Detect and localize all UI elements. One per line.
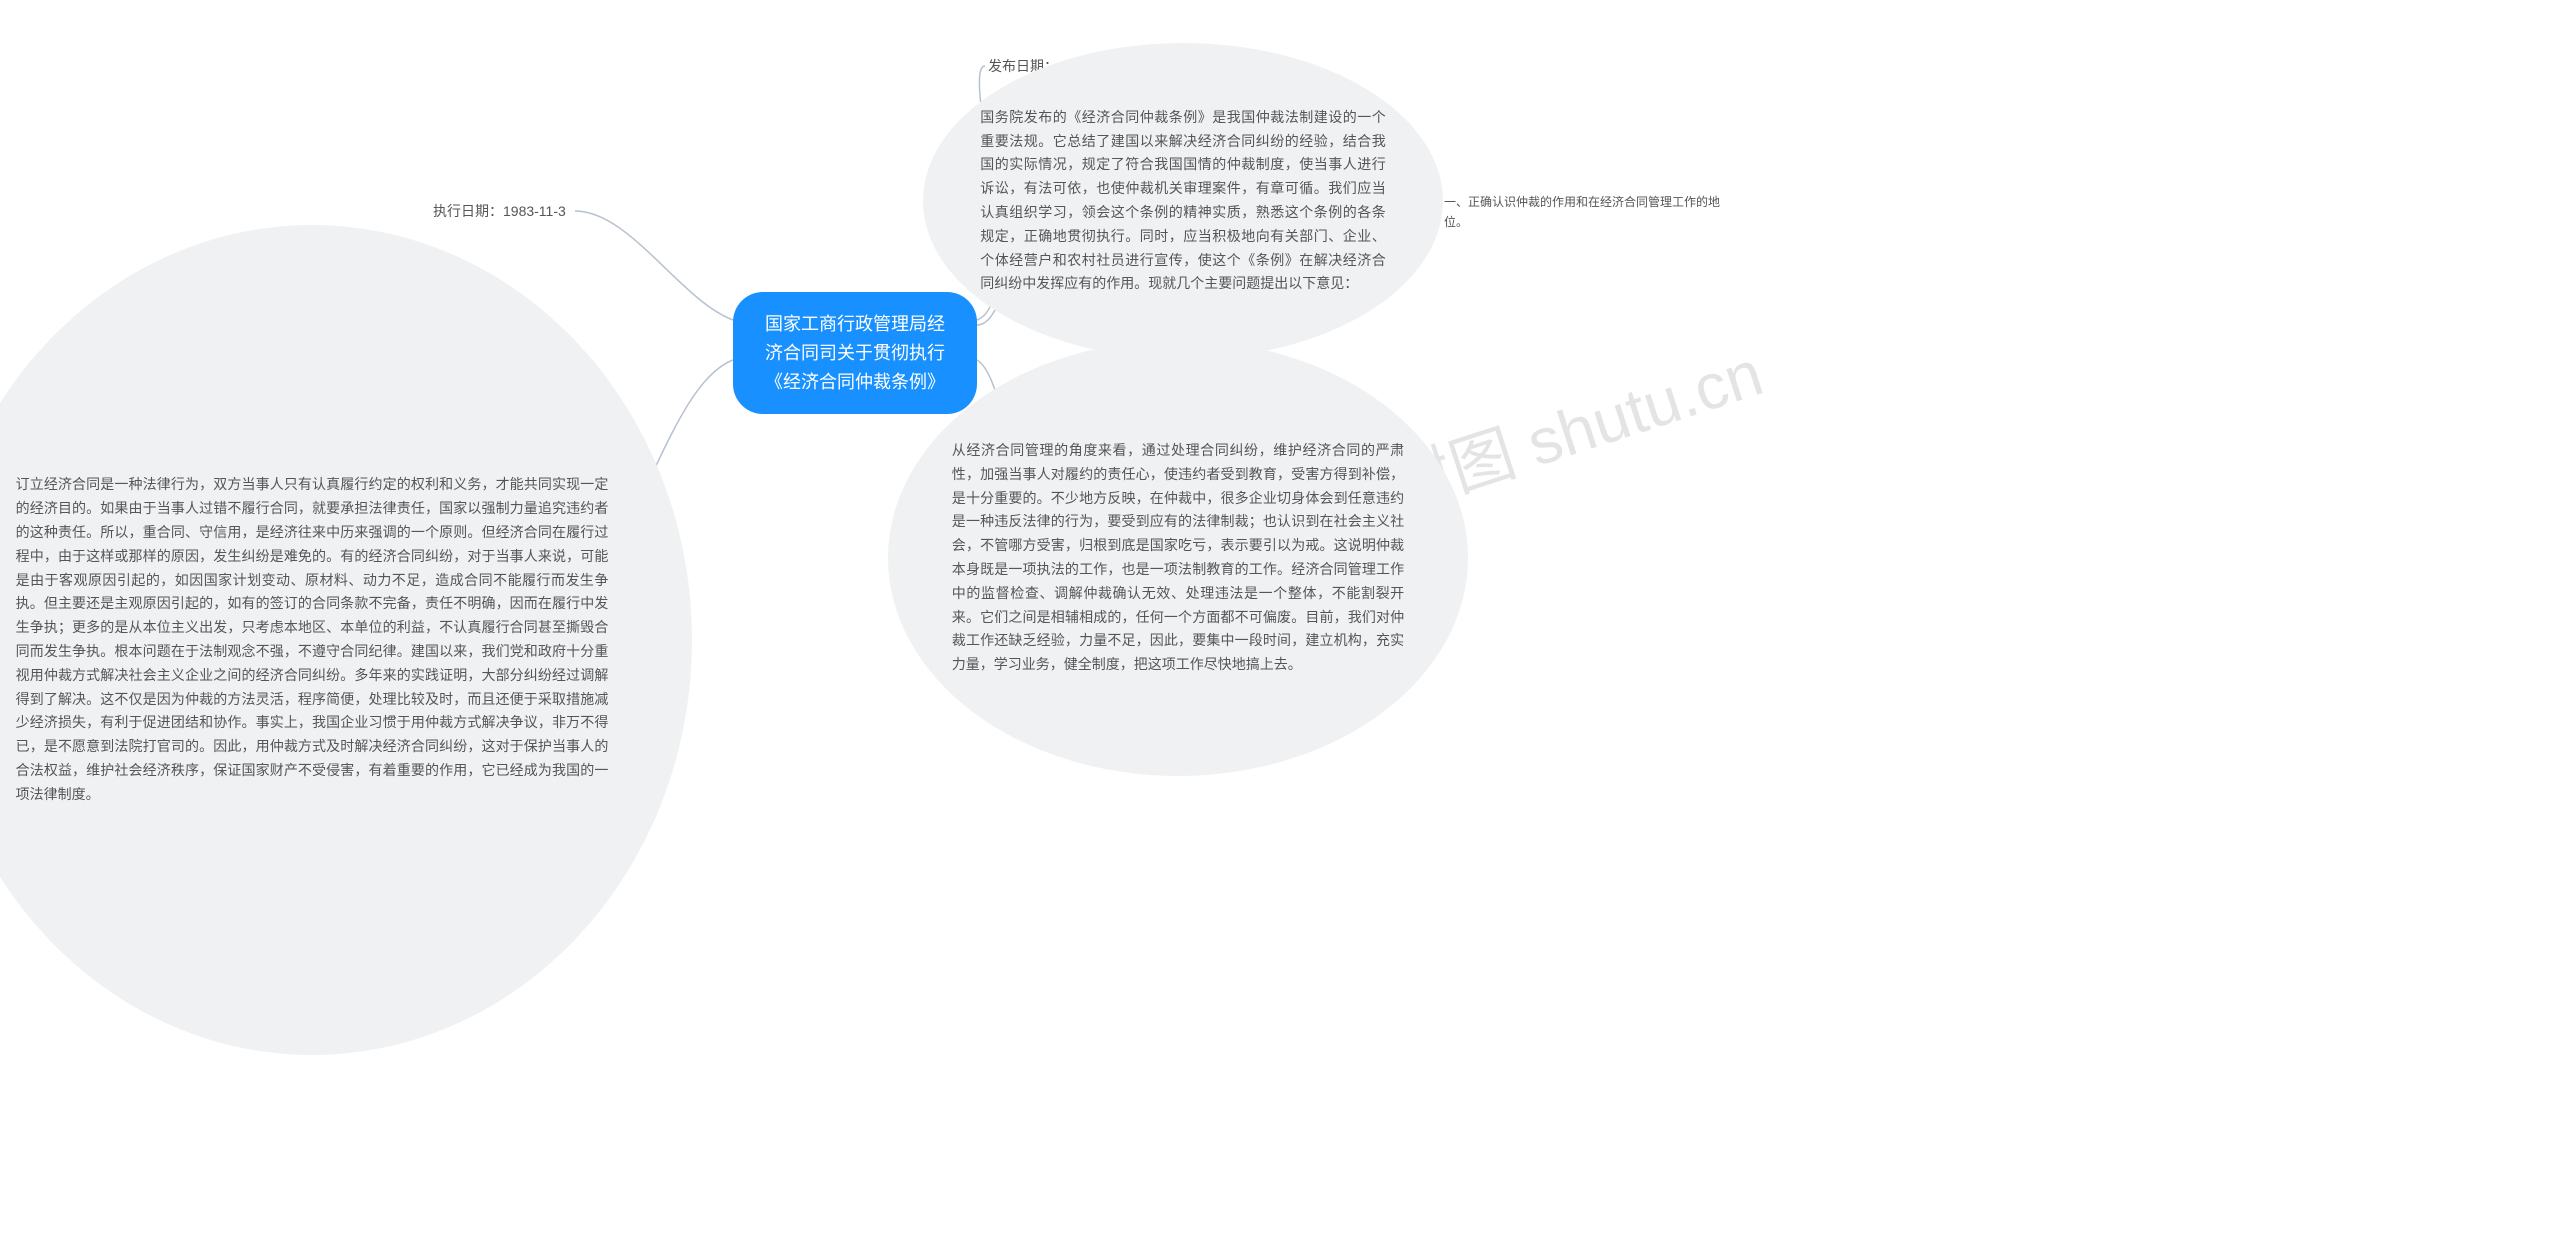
bubble-bottom-right-text: 从经济合同管理的角度来看，通过处理合同纠纷，维护经济合同的严肃性，加强当事人对履… [952,442,1404,672]
center-text: 国家工商行政管理局经济合同司关于贯彻执行《经济合同仲裁条例》 [765,314,945,392]
leaf-right-text: 一、正确认识仲裁的作用和在经济合同管理工作的地位。 [1444,195,1720,229]
leaf-right: 一、正确认识仲裁的作用和在经济合同管理工作的地位。 [1444,192,1734,233]
bubble-top-right-text: 国务院发布的《经济合同仲裁条例》是我国仲裁法制建设的一个重要法规。它总结了建国以… [980,109,1386,292]
bubble-left-text: 订立经济合同是一种法律行为，双方当事人只有认真履行约定的权利和义务，才能共同实现… [16,476,609,801]
bubble-bottom-right: 从经济合同管理的角度来看，通过处理合同纠纷，维护经济合同的严肃性，加强当事人对履… [888,340,1468,776]
mindmap-center-node: 国家工商行政管理局经济合同司关于贯彻执行《经济合同仲裁条例》 [733,292,977,414]
node-exec-date: 执行日期：1983-11-3 [433,200,566,224]
edge [575,211,733,320]
exec-date-text: 执行日期：1983-11-3 [433,203,566,219]
bubble-top-right: 国务院发布的《经济合同仲裁条例》是我国仲裁法制建设的一个重要法规。它总结了建国以… [923,43,1443,359]
bubble-left: 订立经济合同是一种法律行为，双方当事人只有认真履行约定的权利和义务，才能共同实现… [0,225,692,1055]
